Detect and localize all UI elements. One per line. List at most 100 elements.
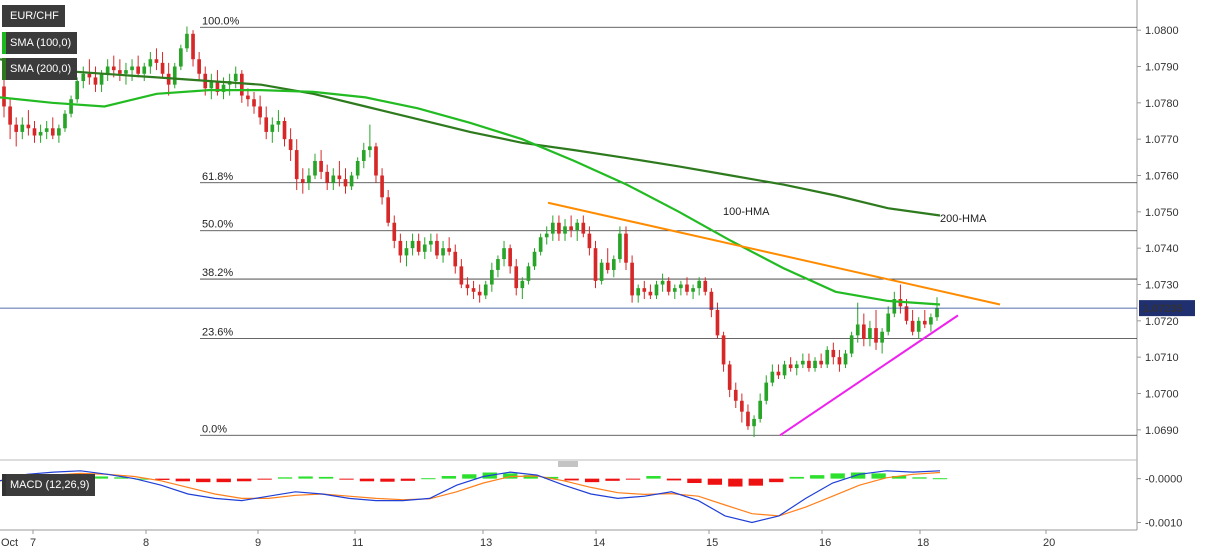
candle-body bbox=[349, 175, 354, 187]
candle-body bbox=[770, 371, 775, 383]
macd-histogram-bar bbox=[380, 478, 395, 482]
candle-body bbox=[215, 81, 220, 92]
candle-body bbox=[679, 284, 683, 289]
macd-histogram-bar bbox=[850, 472, 866, 479]
candle-body bbox=[172, 66, 177, 85]
candle-body bbox=[130, 66, 134, 71]
candle-body bbox=[142, 66, 147, 74]
candle-body bbox=[69, 99, 73, 114]
candle-body bbox=[319, 160, 323, 172]
candle-body bbox=[380, 175, 384, 198]
candle-body bbox=[465, 284, 470, 289]
macd-histogram-bar bbox=[318, 476, 334, 479]
candle-body bbox=[398, 240, 403, 256]
candle-body bbox=[459, 266, 464, 285]
candle-body bbox=[630, 262, 634, 296]
candle-body bbox=[666, 280, 671, 292]
candle-body bbox=[50, 128, 55, 136]
macd-histogram-bar bbox=[298, 476, 313, 479]
macd-panel: -0.0000 -0.0010 bbox=[0, 470, 1182, 529]
x-tick-label: 16 bbox=[819, 537, 831, 549]
candle-body bbox=[776, 371, 781, 376]
x-tick-label: 18 bbox=[917, 537, 929, 549]
candle-body bbox=[160, 62, 165, 74]
candle-body bbox=[727, 364, 732, 390]
candle-body bbox=[57, 128, 61, 136]
x-axis: Oct 7 8 9 11 13 14 15 16 18 20 bbox=[1, 530, 1055, 549]
macd-histogram-bar bbox=[830, 473, 845, 479]
macd-histogram-bar bbox=[175, 478, 190, 482]
macd-histogram-bar bbox=[687, 478, 702, 484]
y-tick-label: 1.0750 bbox=[1145, 207, 1179, 219]
y-tick-label: 1.0690 bbox=[1145, 425, 1179, 437]
y-tick-label: 1.0730 bbox=[1145, 280, 1179, 292]
candle-body bbox=[435, 240, 439, 256]
candle-body bbox=[874, 328, 878, 343]
candle-body bbox=[246, 95, 250, 100]
macd-histogram-bar bbox=[441, 476, 456, 479]
macd-y-tick-label: -0.0000 bbox=[1145, 474, 1182, 486]
x-tick-label: 20 bbox=[1043, 537, 1055, 549]
candle-body bbox=[447, 248, 451, 252]
fib-label: 38.2% bbox=[202, 267, 233, 279]
candle-body bbox=[855, 324, 860, 336]
candle-body bbox=[136, 66, 140, 74]
x-tick-label: 13 bbox=[480, 537, 492, 549]
candle-body bbox=[490, 269, 494, 285]
candle-body bbox=[746, 411, 750, 427]
x-tick-label: 11 bbox=[352, 537, 363, 549]
candle-body bbox=[239, 73, 244, 96]
y-tick-label: 1.0760 bbox=[1145, 171, 1179, 183]
macd-histogram-bar bbox=[871, 473, 886, 479]
candle-body bbox=[526, 266, 531, 281]
candle-body bbox=[502, 248, 506, 260]
macd-histogram-bar bbox=[932, 478, 948, 480]
candle-body bbox=[252, 99, 256, 107]
candle-body bbox=[392, 222, 397, 241]
candle-body bbox=[508, 248, 512, 267]
legend-macd-label: MACD (12,26,9) bbox=[10, 479, 90, 491]
candle-body bbox=[703, 280, 708, 292]
price-panel: 1.0800 1.0790 1.0780 1.0770 1.0760 1.0750 1.07… bbox=[0, 0, 1195, 531]
fib-label: 23.6% bbox=[202, 327, 233, 339]
macd-histogram-bar bbox=[400, 478, 416, 481]
candle-body bbox=[813, 360, 817, 369]
candle-body bbox=[386, 197, 391, 223]
candle-body bbox=[544, 233, 549, 238]
candle-body bbox=[904, 306, 909, 321]
candle-body bbox=[87, 73, 92, 78]
legend-sma100-label: SMA (100,0) bbox=[10, 37, 72, 49]
candle-body bbox=[788, 364, 793, 369]
fib-label: 50.0% bbox=[202, 219, 233, 231]
candle-body bbox=[935, 308, 939, 318]
fib-label: 61.8% bbox=[202, 171, 233, 183]
macd-histogram-bar bbox=[666, 478, 682, 481]
candle-body bbox=[910, 320, 915, 332]
macd-histogram-bar bbox=[134, 478, 150, 480]
candle-body bbox=[819, 360, 823, 365]
candle-body bbox=[843, 353, 848, 365]
candle-body bbox=[355, 160, 360, 176]
candle-body bbox=[270, 124, 275, 132]
legend-symbol: EUR/CHF bbox=[2, 5, 65, 27]
fib-label: 100.0% bbox=[202, 15, 240, 27]
candle-body bbox=[300, 179, 305, 183]
x-tick-label: 8 bbox=[143, 537, 149, 549]
current-price-tag bbox=[1139, 300, 1195, 317]
candle-body bbox=[361, 150, 366, 161]
candle-body bbox=[258, 106, 262, 118]
candle-body bbox=[563, 226, 567, 234]
legend-symbol-label: EUR/CHF bbox=[10, 10, 59, 22]
candle-body bbox=[8, 106, 12, 125]
candle-body bbox=[368, 146, 372, 151]
candle-body bbox=[593, 248, 598, 281]
candle-body bbox=[697, 280, 702, 289]
y-tick-label: 1.0740 bbox=[1145, 243, 1179, 255]
candle-body bbox=[672, 288, 677, 292]
hma200-line bbox=[0, 58, 941, 217]
candle-body bbox=[837, 357, 842, 365]
macd-histogram-bar bbox=[462, 474, 477, 479]
candle-body bbox=[429, 240, 433, 245]
candle-body bbox=[2, 86, 6, 107]
